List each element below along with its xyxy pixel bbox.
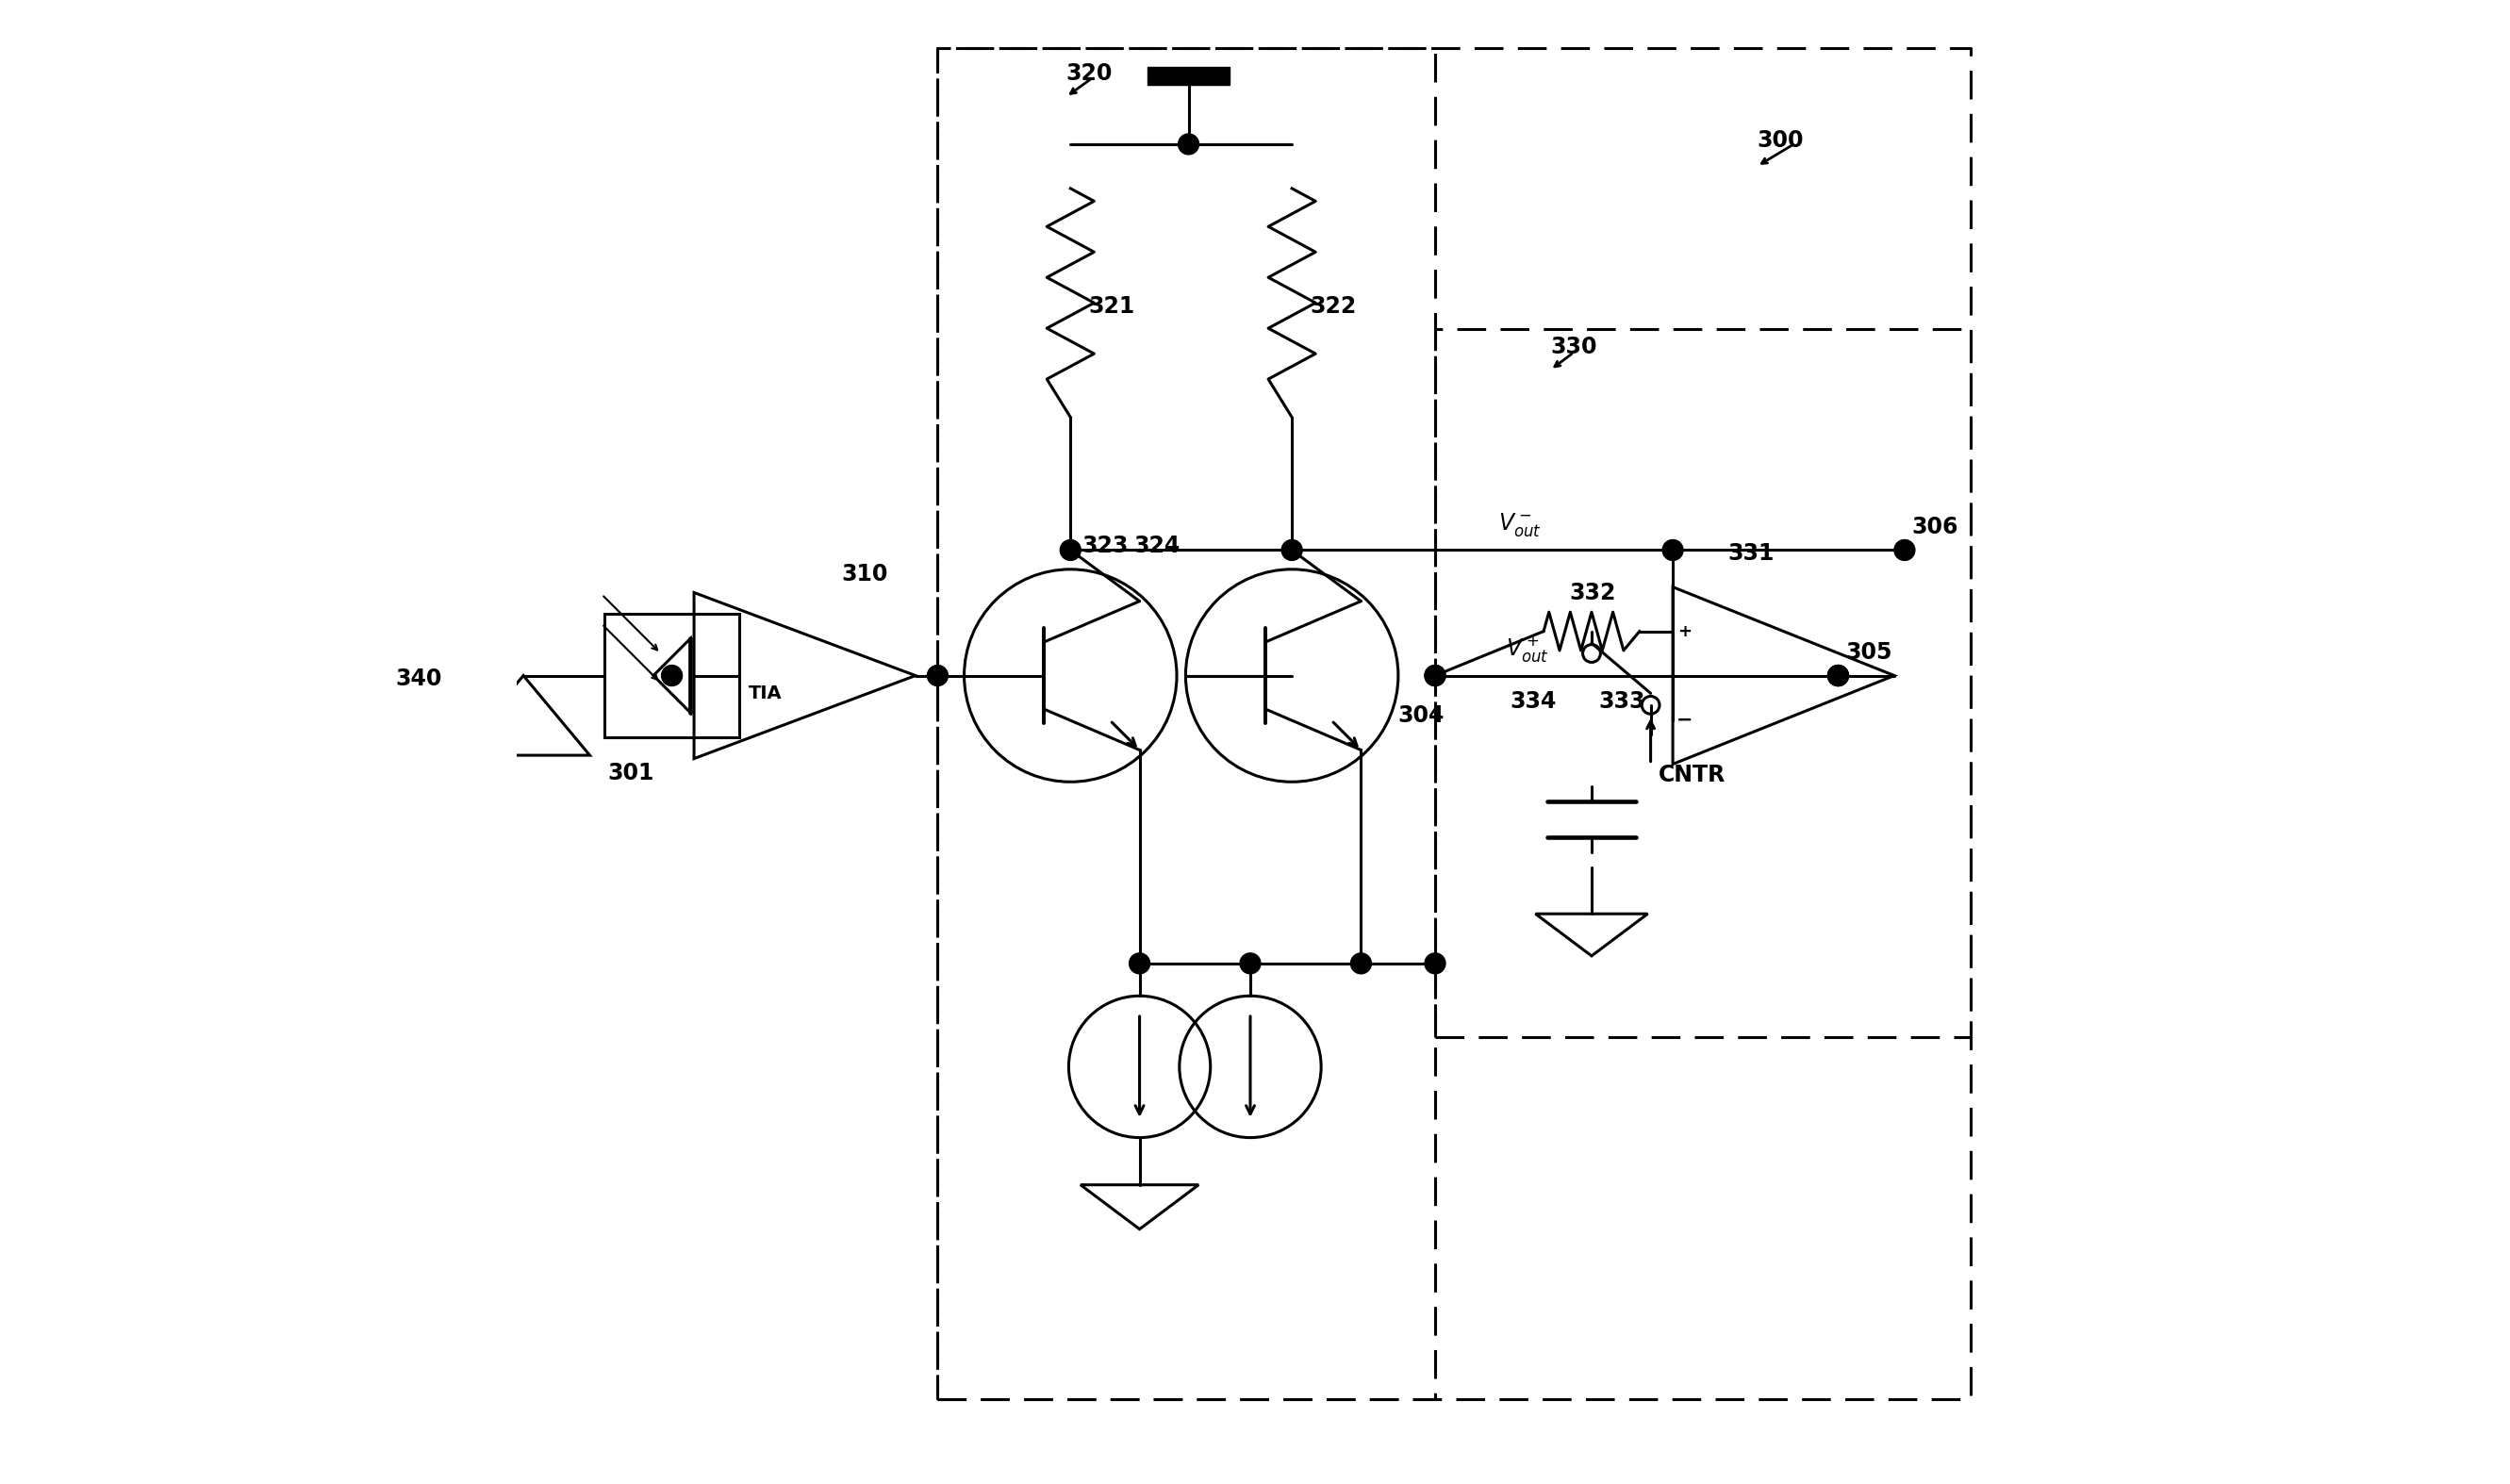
Circle shape (1426, 665, 1446, 686)
Circle shape (1827, 665, 1847, 686)
Text: 305: 305 (1845, 641, 1893, 663)
Text: 304: 304 (1398, 705, 1446, 727)
Circle shape (1662, 540, 1684, 561)
Circle shape (1426, 953, 1446, 974)
Text: CNTR: CNTR (1659, 764, 1724, 787)
Circle shape (1130, 953, 1150, 974)
Circle shape (663, 665, 683, 686)
Circle shape (1827, 665, 1847, 686)
Text: +: + (1677, 623, 1692, 640)
Text: 300: 300 (1757, 129, 1805, 151)
Text: 332: 332 (1569, 582, 1616, 604)
Text: 340: 340 (397, 668, 442, 690)
Text: 320: 320 (1067, 62, 1112, 85)
Circle shape (1240, 953, 1260, 974)
Text: $V^+_{out}$: $V^+_{out}$ (1506, 634, 1549, 663)
Text: 334: 334 (1511, 690, 1556, 712)
Text: 301: 301 (607, 761, 655, 785)
Circle shape (1059, 540, 1082, 561)
Circle shape (1283, 540, 1303, 561)
Text: 333: 333 (1599, 690, 1647, 712)
Text: 321: 321 (1089, 295, 1135, 318)
Text: $V^-_{out}$: $V^-_{out}$ (1498, 510, 1541, 539)
Circle shape (926, 665, 949, 686)
Text: TIA: TIA (748, 684, 781, 702)
Text: −: − (1677, 711, 1692, 729)
Text: 324: 324 (1135, 534, 1180, 558)
Circle shape (1827, 665, 1847, 686)
Circle shape (1426, 665, 1446, 686)
Circle shape (1177, 134, 1200, 154)
Text: 330: 330 (1551, 335, 1596, 358)
Text: 331: 331 (1729, 542, 1775, 565)
Circle shape (1350, 953, 1370, 974)
Text: 322: 322 (1310, 295, 1355, 318)
Text: 323: 323 (1082, 534, 1130, 558)
Text: 306: 306 (1913, 515, 1958, 539)
Bar (1147, 67, 1230, 85)
Text: 310: 310 (841, 562, 889, 585)
Circle shape (1895, 540, 1915, 561)
Bar (605, 614, 738, 738)
